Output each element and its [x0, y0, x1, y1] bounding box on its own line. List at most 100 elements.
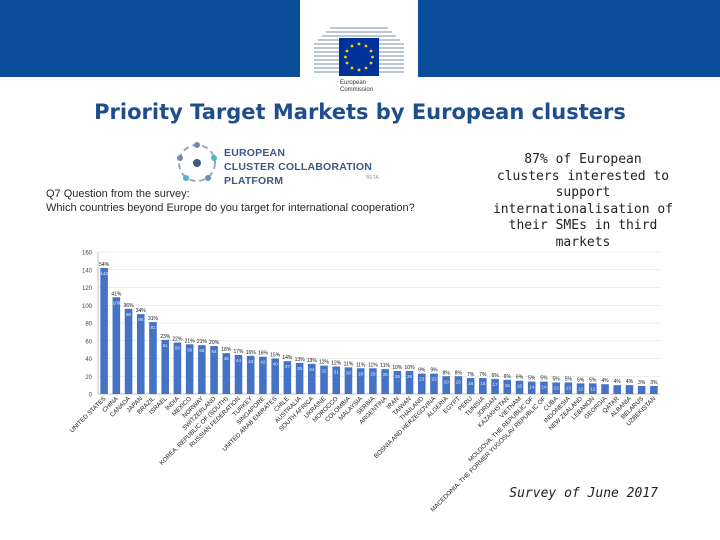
bar-percent-label: 18%: [221, 347, 232, 353]
bar-value-label: 81: [150, 325, 156, 330]
bar-percent-label: 6%: [491, 373, 499, 379]
bar-percent-label: 5%: [565, 376, 573, 382]
survey-question-text: Which countries beyond Europe do you tar…: [46, 202, 415, 214]
bar-percent-label: 20%: [209, 340, 220, 346]
bar-value-label: 20: [444, 379, 450, 384]
bar-percent-label: 9%: [430, 368, 438, 374]
bar-value-label: 37: [285, 364, 291, 369]
y-tick-label: 20: [85, 375, 92, 381]
bar-percent-label: 12%: [319, 360, 330, 366]
bar: [430, 373, 438, 394]
bar: [344, 367, 353, 394]
bar-value-label: 29: [370, 371, 376, 376]
bar: [356, 368, 365, 394]
bar-percent-label: 6%: [504, 374, 512, 380]
bar: [234, 354, 243, 394]
bar-percent-label: 5%: [589, 377, 597, 383]
logo-beta-label: BETA: [366, 175, 379, 181]
y-tick-label: 140: [82, 268, 93, 274]
bar: [650, 386, 658, 394]
cluster-network-icon: [177, 142, 217, 182]
european-commission-logo: European Commission: [300, 0, 418, 95]
bar-value-label: 35: [297, 366, 303, 371]
bar-value-label: 32: [322, 369, 328, 374]
bar-percent-label: 4%: [614, 379, 622, 385]
bar-percent-label: 11%: [344, 361, 354, 367]
bar: [466, 378, 475, 394]
bar-value-label: 46: [224, 356, 230, 361]
bar-percent-label: 5%: [553, 376, 561, 382]
bar-value-label: 12: [590, 386, 596, 391]
bar: [515, 380, 524, 394]
bar-percent-label: 16%: [246, 350, 257, 356]
commission-building-icon: [314, 27, 404, 76]
bar-value-label: 55: [199, 348, 205, 353]
bar: [576, 383, 585, 394]
bar-value-label: 58: [175, 346, 181, 351]
bar-percent-label: 31%: [148, 316, 159, 322]
bar-percent-label: 23%: [160, 334, 171, 340]
bar-percent-label: 22%: [172, 337, 183, 343]
bar-percent-label: 34%: [136, 308, 147, 314]
org-name-line1: European: [340, 80, 367, 86]
bar-percent-label: 13%: [295, 357, 306, 363]
bar-percent-label: 54%: [99, 262, 110, 268]
y-tick-label: 100: [82, 304, 93, 310]
logo-line3: PLATFORM: [224, 175, 284, 187]
bar: [246, 355, 255, 394]
bar-percent-label: 21%: [185, 338, 196, 344]
bar: [503, 379, 512, 394]
bar-value-label: 12: [578, 386, 584, 391]
bar-value-label: 23: [419, 377, 425, 382]
bar: [454, 376, 463, 394]
bar-percent-label: 21%: [197, 339, 208, 345]
bar-value-label: 13: [554, 385, 560, 390]
bar: [491, 378, 499, 394]
bar-value-label: 15: [517, 384, 523, 389]
bar-percent-label: 13%: [307, 358, 318, 364]
bar: [589, 383, 597, 394]
bar-value-label: 14: [541, 385, 547, 390]
bar-value-label: 20: [456, 379, 462, 384]
bar: [136, 314, 145, 394]
bar: [332, 366, 341, 394]
bar: [149, 322, 157, 394]
bar-chart: 0 20 40 60 80 100 120 140 160 54% 142 UNITED STATES…: [48, 238, 668, 538]
bar-value-label: 44: [236, 358, 242, 363]
bar-value-label: 61: [163, 343, 169, 348]
bar: [271, 358, 279, 394]
bar-percent-label: 5%: [540, 376, 548, 382]
bar: [173, 342, 182, 394]
bar-value-label: 16: [505, 383, 511, 388]
bar: [564, 382, 573, 394]
bar-percent-label: 4%: [601, 378, 609, 384]
bar-percent-label: 8%: [443, 370, 451, 376]
y-tick-label: 80: [85, 322, 92, 328]
bar-percent-label: 3%: [638, 380, 646, 386]
bar-percent-label: 9%: [418, 368, 426, 374]
y-tick-label: 0: [89, 393, 93, 399]
bar-value-label: 109: [113, 300, 121, 305]
bar: [100, 267, 108, 394]
bar-percent-label: 11%: [380, 363, 390, 369]
bar: [283, 361, 292, 394]
bar-percent-label: 14%: [282, 355, 293, 361]
bar-percent-label: 7%: [479, 372, 487, 378]
bar-value-label: 142: [100, 271, 108, 276]
bar-value-label: 56: [187, 347, 193, 352]
bar-percent-label: 11%: [356, 362, 366, 368]
bar: [124, 308, 133, 394]
bar: [210, 346, 218, 394]
survey-question-label: Q7 Question from the survey:: [46, 188, 190, 200]
bar: [308, 363, 316, 394]
bar-percent-label: 16%: [258, 351, 269, 357]
bar-percent-label: 7%: [467, 372, 475, 378]
bar-percent-label: 8%: [455, 370, 463, 376]
bar-percent-label: 5%: [528, 376, 536, 382]
bar-value-label: 14: [529, 385, 535, 390]
bar-percent-label: 10%: [405, 365, 416, 371]
bar-value-label: 26: [395, 374, 401, 379]
bar-percent-label: 15%: [270, 353, 281, 359]
summary-note: 87% of European clusters interested to s…: [490, 152, 676, 251]
